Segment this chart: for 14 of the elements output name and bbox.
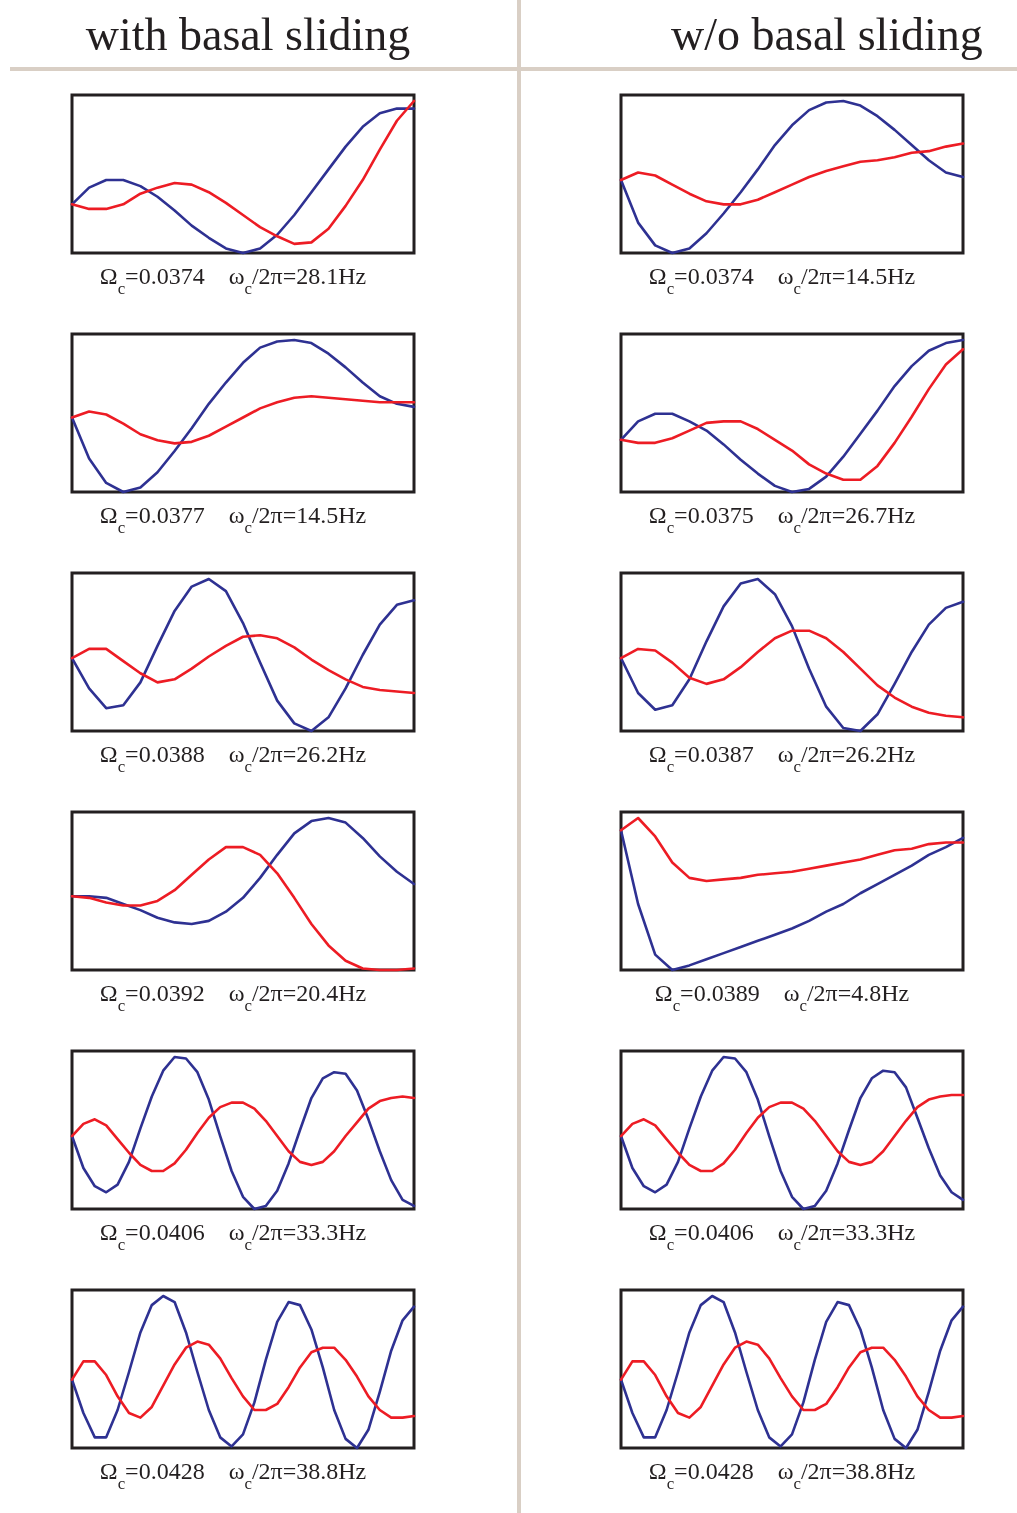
x-axis-title: Ω$_{c}$=0.0374 ω$_{c}$/2π=14.5Hz — [648, 263, 916, 298]
x-axis-title: Ω$_{c}$=0.0389 ω$_{c}$/2π=4.8Hz — [654, 980, 910, 1015]
x-axis-title: Ω$_{c}$=0.0428 ω$_{c}$/2π=38.8Hz — [648, 1458, 916, 1493]
x-axis-title: Ω$_{c}$=0.0392 ω$_{c}$/2π=20.4Hz — [99, 980, 367, 1015]
x-axis-title: Ω$_{c}$=0.0428 ω$_{c}$/2π=38.8Hz — [99, 1458, 367, 1493]
chart-title: w/o basal sliding — [671, 9, 983, 60]
chart-title: with basal sliding — [85, 9, 411, 60]
x-axis-title: Ω$_{c}$=0.0406 ω$_{c}$/2π=33.3Hz — [648, 1219, 916, 1254]
x-axis-title: Ω$_{c}$=0.0406 ω$_{c}$/2π=33.3Hz — [99, 1219, 367, 1254]
x-axis-title: Ω$_{c}$=0.0388 ω$_{c}$/2π=26.2Hz — [99, 741, 367, 776]
x-axis-title: Ω$_{c}$=0.0387 ω$_{c}$/2π=26.2Hz — [648, 741, 916, 776]
x-axis-title: Ω$_{c}$=0.0375 ω$_{c}$/2π=26.7Hz — [648, 502, 916, 537]
x-axis-title: Ω$_{c}$=0.0374 ω$_{c}$/2π=28.1Hz — [99, 263, 367, 298]
x-axis-title: Ω$_{c}$=0.0377 ω$_{c}$/2π=14.5Hz — [99, 502, 367, 537]
